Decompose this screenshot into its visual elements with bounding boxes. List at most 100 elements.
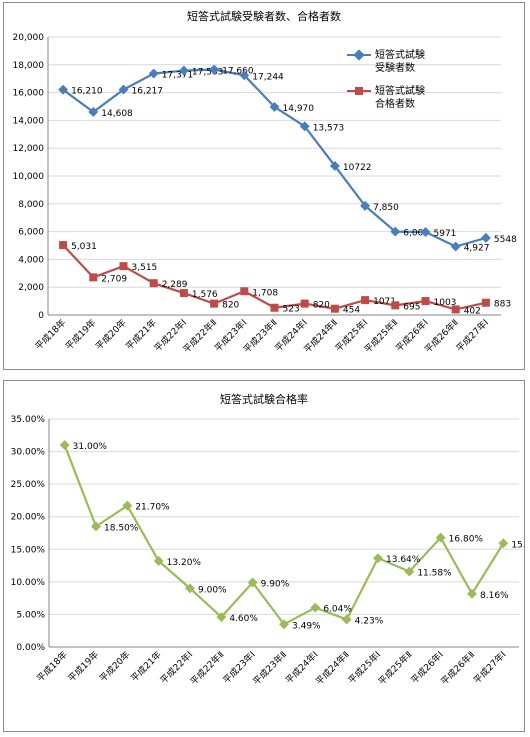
data-point xyxy=(210,299,219,308)
data-point xyxy=(310,602,321,613)
data-label: 17,660 xyxy=(222,67,254,77)
y-tick-label: 2,000 xyxy=(18,283,44,293)
y-tick-label: 20.00% xyxy=(11,513,46,523)
data-label: 883 xyxy=(494,300,511,310)
y-tick-label: 16,000 xyxy=(13,89,45,99)
data-label: 2,709 xyxy=(101,274,127,284)
x-tick-label: 平成22年Ⅱ xyxy=(188,649,227,688)
data-label: 17,244 xyxy=(252,72,284,82)
data-label: 4.60% xyxy=(229,614,258,624)
x-tick-label: 平成24年Ⅱ xyxy=(313,649,352,688)
data-label: 16,217 xyxy=(132,87,164,97)
data-label: 820 xyxy=(222,301,239,311)
data-label: 1003 xyxy=(434,298,457,308)
data-point xyxy=(360,200,371,211)
data-label: 14,970 xyxy=(283,104,315,114)
data-point xyxy=(480,232,491,243)
data-point xyxy=(330,304,339,313)
data-point xyxy=(89,273,98,282)
x-tick-label: 平成19年 xyxy=(65,649,101,685)
legend-marker-passers xyxy=(355,87,363,95)
y-tick-label: 30.00% xyxy=(11,448,46,458)
data-label: 17,583 xyxy=(192,68,224,78)
data-label: 4.23% xyxy=(355,616,384,626)
data-point xyxy=(421,297,430,306)
data-label: 9.00% xyxy=(198,585,227,595)
data-point xyxy=(270,303,279,312)
data-label: 1,708 xyxy=(252,288,278,298)
data-point xyxy=(450,241,461,252)
data-label: 6.04% xyxy=(323,605,352,615)
data-label: 454 xyxy=(343,306,360,316)
y-tick-label: 35.00% xyxy=(11,415,46,425)
data-point xyxy=(178,65,189,76)
data-label: 523 xyxy=(283,305,300,315)
data-label: 7,850 xyxy=(373,203,399,213)
data-label: 1071 xyxy=(373,297,396,307)
data-label: 16,210 xyxy=(71,87,103,97)
chart-title: 短答式試験受験者数、合格者数 xyxy=(187,9,341,23)
data-label: 16.80% xyxy=(449,535,484,545)
y-tick-label: 14,000 xyxy=(13,116,45,126)
data-label: 1,576 xyxy=(192,290,218,300)
x-tick-label: 平成25年Ⅱ xyxy=(376,649,415,688)
x-tick-label: 平成18年 xyxy=(33,317,69,353)
x-tick-label: 平成19年 xyxy=(63,317,99,353)
data-point xyxy=(119,262,128,271)
data-label: 14,608 xyxy=(101,109,133,119)
data-point xyxy=(118,84,129,95)
legend-applicants-line2: 受験者数 xyxy=(375,61,415,74)
y-tick-label: 0 xyxy=(38,311,44,321)
data-point xyxy=(279,619,289,630)
x-tick-label: 平成26年Ⅱ xyxy=(438,649,477,688)
data-label: 402 xyxy=(464,306,481,316)
data-label: 17,371 xyxy=(162,71,194,81)
y-tick-label: 25.00% xyxy=(11,480,46,490)
y-tick-label: 8,000 xyxy=(18,200,44,210)
x-tick-label: 平成23年Ⅱ xyxy=(250,649,289,688)
y-tick-label: 6,000 xyxy=(18,228,44,238)
data-label: 2,289 xyxy=(162,280,188,290)
legend-applicants-line1: 短答式試験 xyxy=(375,48,425,61)
data-point xyxy=(185,583,195,594)
y-tick-label: 18,000 xyxy=(13,61,45,71)
y-tick-label: 20,000 xyxy=(13,33,45,43)
data-point xyxy=(498,538,509,549)
data-label: 13.20% xyxy=(167,558,202,568)
x-tick-label: 平成20年 xyxy=(97,649,133,685)
pass-rate-chart-panel: 短答式試験合格率 0.00% 5.00% 10.00% 15.00% 20.00% 25.… xyxy=(3,380,525,732)
data-label: 13.64% xyxy=(386,555,421,565)
legend-passers-line2: 合格者数 xyxy=(375,97,415,110)
data-point xyxy=(59,440,70,451)
data-label: 31.00% xyxy=(73,442,108,452)
data-point xyxy=(329,161,340,171)
data-label: 6,000 xyxy=(403,229,429,239)
series-line xyxy=(63,444,505,626)
data-label: 18.50% xyxy=(104,523,139,533)
data-label: 695 xyxy=(403,302,420,312)
data-point xyxy=(179,289,188,298)
data-point xyxy=(404,566,415,577)
data-point xyxy=(390,226,401,237)
data-point xyxy=(391,301,400,310)
data-point xyxy=(481,298,490,307)
data-label: 820 xyxy=(313,301,330,311)
legend-passers-line1: 短答式試験 xyxy=(375,84,425,97)
data-label: 5548 xyxy=(494,235,517,245)
applicants-chart-panel: 短答式試験受験者数、合格者数 0 2,000 4,000 6,000 8,000 10,0… xyxy=(3,2,525,370)
data-label: 3,515 xyxy=(132,263,158,273)
data-label: 13,573 xyxy=(313,123,345,133)
x-tick-label: 平成18年 xyxy=(34,649,70,685)
data-label: 9.90% xyxy=(261,580,290,590)
data-label: 4,927 xyxy=(464,244,490,254)
data-label: 8.16% xyxy=(480,591,509,601)
x-tick-label: 平成27年Ⅰ xyxy=(453,317,491,355)
x-tick-label: 平成20年 xyxy=(93,317,129,353)
y-tick-label: 10.00% xyxy=(11,578,46,588)
data-label: 15.92% xyxy=(511,540,524,550)
data-point xyxy=(240,287,249,296)
y-tick-label: 12,000 xyxy=(13,144,45,154)
data-point xyxy=(373,553,383,564)
data-point xyxy=(451,305,460,314)
applicants-chart: 短答式試験受験者数、合格者数 0 2,000 4,000 6,000 8,000 10,0… xyxy=(13,9,518,355)
